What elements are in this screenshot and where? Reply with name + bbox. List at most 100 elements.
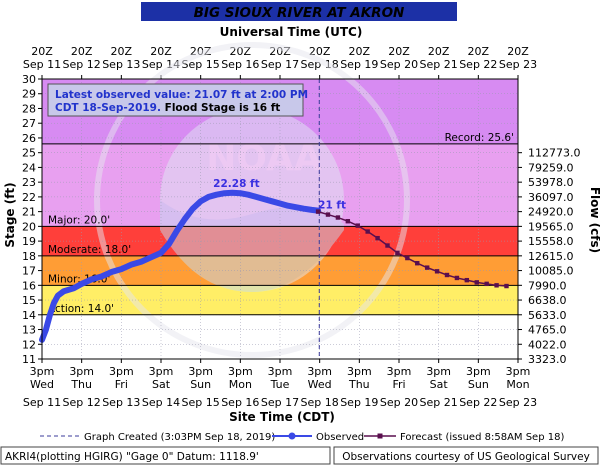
top-date-label: Sep 22: [459, 58, 497, 71]
forecast-point: [395, 250, 400, 256]
top-date-label: Sep 12: [63, 58, 101, 71]
top-date-label: Sep 15: [182, 58, 220, 71]
top-hour-label: 20Z: [507, 45, 529, 58]
bottom-time-label: 3pm: [466, 365, 491, 378]
forecast-markers: [315, 209, 509, 289]
legend-forecast-marker: [377, 433, 383, 439]
bottom-time-label: 3pm: [347, 365, 372, 378]
forecast-point: [405, 255, 410, 261]
forecast-point: [335, 215, 341, 220]
bottom-date-label: Sep 23: [499, 396, 537, 409]
stage-tick-label: 26: [22, 132, 36, 145]
stage-tick-label: 23: [22, 176, 36, 189]
flow-tick-label: 53978.0: [528, 176, 574, 189]
stage-tick-label: 28: [22, 102, 36, 115]
plot-area: NOAA Record: 25.6' Major: 20.0' Moderate: …: [39, 42, 519, 360]
forecast-point: [385, 243, 390, 248]
flow-tick-label: 3323.0: [528, 353, 567, 366]
top-hour-label: 20Z: [31, 45, 53, 58]
bottom-date-label: Sep 12: [63, 396, 101, 409]
bottom-date-label: Sep 16: [221, 396, 259, 409]
stage-tick-label: 18: [22, 250, 36, 263]
top-date-label: Sep 13: [102, 58, 140, 71]
bottom-time-label: 3pm: [506, 365, 531, 378]
bottom-day-label: Sat: [430, 378, 449, 391]
noaa-watermark-logo: NOAA: [94, 42, 410, 358]
bottom-time-label: 3pm: [30, 365, 55, 378]
forecast-point: [434, 269, 440, 274]
threshold-label-moderate: Moderate: 18.0': [48, 244, 131, 256]
forecast-point: [355, 223, 360, 228]
bottom-day-label: Sun: [468, 378, 489, 391]
footer-left-text: AKRI4(plotting HGIRG) "Gage 0" Datum: 11…: [5, 451, 259, 463]
forecast-point: [504, 283, 509, 289]
footer-right-box: [333, 446, 599, 465]
top-hour-label: 20Z: [309, 45, 331, 58]
forecast-point: [474, 280, 479, 285]
forecast-point: [484, 281, 489, 287]
forecast-point: [454, 275, 460, 281]
bottom-date-label: Sep 18: [301, 396, 339, 409]
forecast-point: [444, 272, 450, 278]
legend-observed-label: Observed: [316, 432, 364, 443]
bottom-time-label: 3pm: [387, 365, 412, 378]
top-hour-label: 20Z: [428, 45, 450, 58]
latest-value-line1: Latest observed value: 21.07 ft at 2:00 …: [55, 89, 308, 101]
bottom-date-label: Sep 14: [142, 396, 180, 409]
stage-tick-label: 12: [22, 338, 36, 351]
forecast-point: [415, 261, 420, 266]
forecast-point: [365, 229, 370, 234]
bottom-day-label: Mon: [506, 378, 529, 391]
bottom-day-label: Mon: [229, 378, 252, 391]
bottom-date-label: Sep 13: [102, 396, 140, 409]
flow-tick-label: 12615.0: [528, 250, 574, 263]
flow-tick-label: 15558.0: [528, 235, 574, 248]
bottom-axis-title: Site Time (CDT): [229, 410, 335, 424]
bottom-day-label: Fri: [115, 378, 128, 391]
flow-tick-label: 7990.0: [528, 279, 567, 292]
forecast-point: [494, 283, 499, 288]
stage-axis-title: Stage (ft): [3, 182, 17, 247]
footer-left-box: [0, 446, 331, 465]
bottom-date-label: Sep 22: [459, 396, 497, 409]
top-hour-label: 20Z: [388, 45, 410, 58]
forecast-point: [375, 235, 380, 241]
forecast-point: [325, 212, 331, 217]
bottom-time-label: 3pm: [109, 365, 134, 378]
latest-value-box: [47, 83, 304, 117]
flow-tick-label: 5633.0: [528, 309, 567, 322]
annotation-label: 22.28 ft: [213, 178, 259, 190]
stage-tick-label: 30: [22, 73, 36, 86]
top-axis-title: Universal Time (UTC): [220, 25, 363, 39]
bottom-day-label: Thu: [70, 378, 92, 391]
bottom-time-label: 3pm: [426, 365, 451, 378]
top-date-label: Sep 19: [340, 58, 378, 71]
stage-tick-label: 25: [22, 147, 36, 160]
annotations: 22.28 ft 21 ft: [213, 178, 346, 212]
bottom-day-label: Wed: [30, 378, 54, 391]
bottom-time-label: 3pm: [69, 365, 94, 378]
latest-value-line2: CDT 18-Sep-2019. Flood Stage is 16 ft: [55, 102, 280, 114]
flow-tick-label: 10085.0: [528, 265, 574, 278]
threshold-lines: Record: 25.6' Major: 20.0' Moderate: 18.0'…: [42, 132, 518, 316]
forecast-point: [345, 219, 351, 224]
stage-tick-label: 14: [22, 309, 36, 322]
bottom-day-label: Thu: [348, 378, 370, 391]
top-date-label: Sep 20: [380, 58, 418, 71]
annotation-label: 21 ft: [318, 200, 346, 212]
flow-tick-label: 79259.0: [528, 161, 574, 174]
bottom-day-label: Sun: [190, 378, 211, 391]
bottom-date-label: Sep 11: [23, 396, 61, 409]
title-bar: [141, 2, 457, 21]
bottom-date-label: Sep 21: [420, 396, 458, 409]
stage-tick-label: 27: [22, 117, 36, 130]
footer-right-text: Observations courtesy of US Geological S…: [342, 451, 590, 463]
bottom-date-label: Sep 15: [182, 396, 220, 409]
flow-tick-label: 4765.0: [528, 324, 567, 337]
watermark-text: NOAA: [206, 138, 322, 179]
flow-tick-label: 112773.0: [528, 147, 581, 160]
top-date-label: Sep 21: [420, 58, 458, 71]
legend-created-label: Graph Created (3:03PM Sep 18, 2019): [84, 432, 275, 443]
